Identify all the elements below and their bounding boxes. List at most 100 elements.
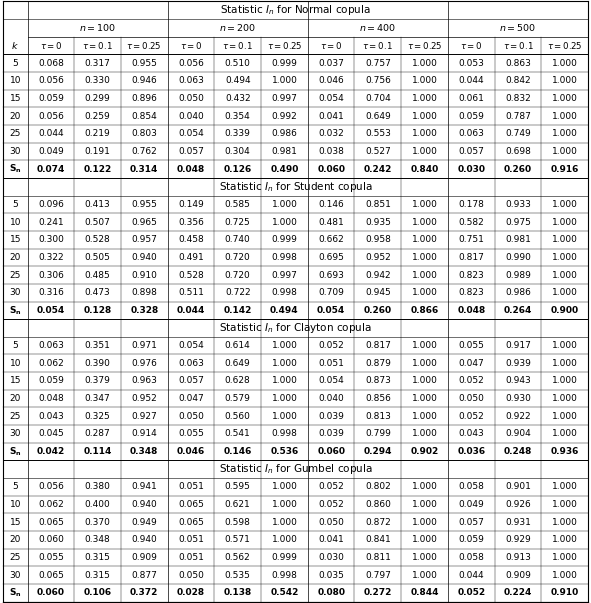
Text: 0.914: 0.914 (131, 429, 157, 438)
Text: 0.585: 0.585 (225, 200, 251, 209)
Text: 20: 20 (9, 535, 21, 545)
Text: 30: 30 (9, 429, 21, 438)
Text: $n = 200$: $n = 200$ (219, 22, 256, 33)
Text: 0.051: 0.051 (318, 359, 344, 368)
Text: 1.000: 1.000 (552, 429, 577, 438)
Text: 0.191: 0.191 (85, 147, 111, 156)
Text: 0.242: 0.242 (363, 165, 392, 174)
Text: 0.047: 0.047 (459, 359, 484, 368)
Text: 0.037: 0.037 (318, 58, 344, 68)
Text: 0.866: 0.866 (410, 306, 439, 315)
Text: 0.315: 0.315 (85, 553, 111, 562)
Text: 0.055: 0.055 (459, 341, 484, 350)
Text: 0.056: 0.056 (38, 76, 64, 85)
Text: 0.930: 0.930 (505, 394, 531, 403)
Text: 0.052: 0.052 (319, 482, 344, 491)
Text: 0.259: 0.259 (85, 112, 111, 121)
Text: 0.306: 0.306 (38, 271, 64, 280)
Text: 1.000: 1.000 (411, 518, 437, 527)
Text: 5: 5 (12, 200, 18, 209)
Text: 1.000: 1.000 (411, 235, 437, 244)
Text: 0.128: 0.128 (83, 306, 112, 315)
Text: 30: 30 (9, 571, 21, 580)
Text: 1.000: 1.000 (271, 500, 297, 509)
Text: 0.803: 0.803 (131, 129, 157, 138)
Text: 20: 20 (9, 253, 21, 262)
Text: 0.957: 0.957 (131, 235, 157, 244)
Text: 0.940: 0.940 (131, 253, 157, 262)
Text: 0.917: 0.917 (505, 341, 531, 350)
Text: 0.060: 0.060 (37, 589, 65, 598)
Text: 0.354: 0.354 (225, 112, 251, 121)
Text: 0.054: 0.054 (178, 129, 204, 138)
Text: 0.939: 0.939 (505, 359, 531, 368)
Text: 15: 15 (9, 94, 21, 103)
Text: 0.458: 0.458 (178, 235, 204, 244)
Text: 0.945: 0.945 (365, 288, 391, 297)
Text: 0.931: 0.931 (505, 518, 531, 527)
Text: 0.044: 0.044 (38, 129, 64, 138)
Text: 0.898: 0.898 (131, 288, 157, 297)
Text: 0.935: 0.935 (365, 218, 391, 227)
Text: 0.840: 0.840 (410, 165, 439, 174)
Text: 0.065: 0.065 (178, 518, 204, 527)
Text: 0.904: 0.904 (505, 429, 531, 438)
Text: 0.058: 0.058 (459, 482, 484, 491)
Text: 0.054: 0.054 (37, 306, 65, 315)
Text: 0.048: 0.048 (177, 165, 205, 174)
Text: 1.000: 1.000 (552, 147, 577, 156)
Text: 0.989: 0.989 (505, 271, 531, 280)
Text: 0.260: 0.260 (504, 165, 532, 174)
Text: $\tau = 0$: $\tau = 0$ (40, 40, 62, 51)
Text: 0.528: 0.528 (85, 235, 111, 244)
Text: 0.542: 0.542 (270, 589, 298, 598)
Text: 0.762: 0.762 (131, 147, 157, 156)
Text: 0.114: 0.114 (83, 447, 112, 456)
Text: 0.949: 0.949 (131, 518, 157, 527)
Text: 0.304: 0.304 (225, 147, 251, 156)
Text: 0.122: 0.122 (83, 165, 112, 174)
Text: 0.317: 0.317 (85, 58, 111, 68)
Text: 0.224: 0.224 (504, 589, 532, 598)
Text: 0.063: 0.063 (178, 76, 204, 85)
Text: 0.958: 0.958 (365, 235, 391, 244)
Text: $n = 400$: $n = 400$ (359, 22, 397, 33)
Text: 0.052: 0.052 (319, 500, 344, 509)
Text: 0.050: 0.050 (178, 94, 204, 103)
Text: 0.909: 0.909 (131, 553, 157, 562)
Text: 1.000: 1.000 (552, 129, 577, 138)
Text: 0.879: 0.879 (365, 359, 391, 368)
Text: 0.817: 0.817 (365, 341, 391, 350)
Text: 0.491: 0.491 (178, 253, 204, 262)
Text: 0.272: 0.272 (363, 589, 392, 598)
Text: 0.971: 0.971 (131, 341, 157, 350)
Text: 0.055: 0.055 (38, 553, 64, 562)
Text: 0.047: 0.047 (178, 394, 204, 403)
Text: 1.000: 1.000 (552, 571, 577, 580)
Text: 0.955: 0.955 (131, 58, 157, 68)
Text: 0.059: 0.059 (38, 94, 64, 103)
Text: 0.693: 0.693 (318, 271, 344, 280)
Text: 1.000: 1.000 (271, 341, 297, 350)
Text: 0.300: 0.300 (38, 235, 64, 244)
Text: 0.062: 0.062 (38, 359, 64, 368)
Text: 10: 10 (9, 76, 21, 85)
Text: 0.057: 0.057 (459, 147, 484, 156)
Text: 1.000: 1.000 (411, 112, 437, 121)
Text: 0.485: 0.485 (85, 271, 111, 280)
Text: $\tau = 0.25$: $\tau = 0.25$ (407, 40, 443, 51)
Text: 0.649: 0.649 (365, 112, 391, 121)
Text: 0.933: 0.933 (505, 200, 531, 209)
Text: 0.241: 0.241 (38, 218, 64, 227)
Text: 0.799: 0.799 (365, 429, 391, 438)
Text: $\tau = 0.1$: $\tau = 0.1$ (222, 40, 253, 51)
Text: 0.056: 0.056 (178, 58, 204, 68)
Text: 0.146: 0.146 (223, 447, 252, 456)
Text: 1.000: 1.000 (411, 359, 437, 368)
Text: 0.832: 0.832 (505, 94, 531, 103)
Text: $\tau = 0$: $\tau = 0$ (460, 40, 483, 51)
Text: 0.841: 0.841 (365, 535, 391, 545)
Text: 0.058: 0.058 (459, 553, 484, 562)
Text: $\mathbf{S_n}$: $\mathbf{S_n}$ (9, 163, 21, 175)
Text: 1.000: 1.000 (271, 76, 297, 85)
